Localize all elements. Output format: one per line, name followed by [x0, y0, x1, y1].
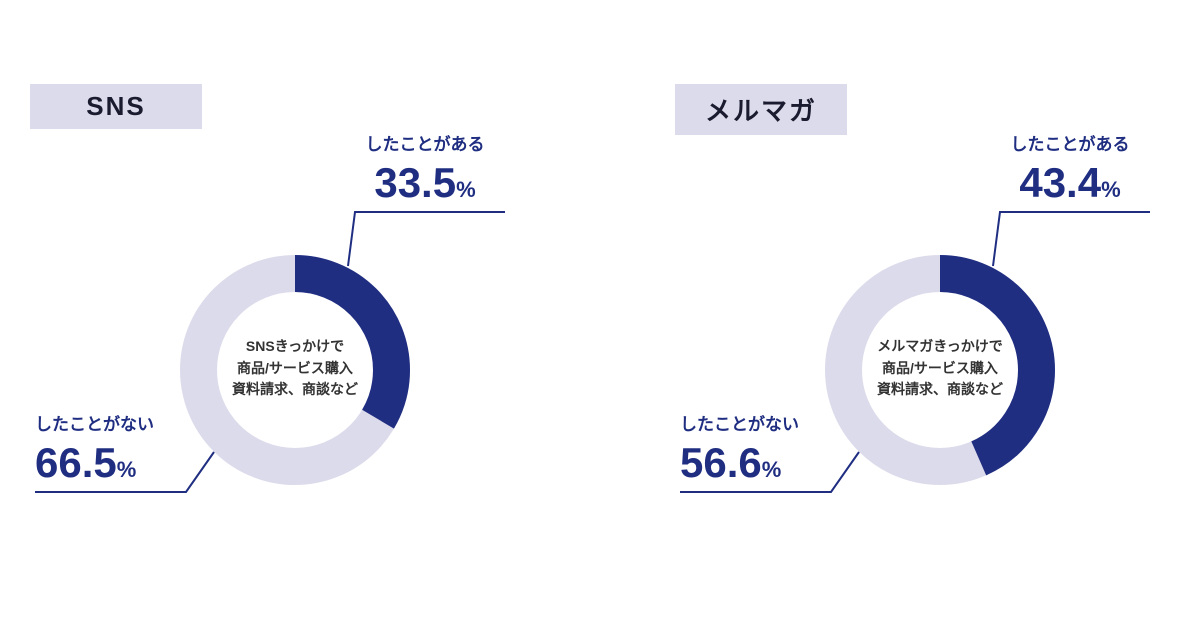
segment-value-unit: % — [116, 457, 137, 482]
chart-title: メルマガ — [704, 96, 817, 126]
center-line: 商品/サービス購入 — [237, 359, 353, 376]
chart-title-badge: メルマガ — [675, 84, 847, 135]
callout-yes: したことがある 33.5% — [340, 130, 510, 204]
chart-panel-sns: SNS したことがある 33.5% したことがない 66.5% SNSきっかけで… — [0, 0, 555, 630]
callout-yes: したことがある 43.4% — [985, 130, 1155, 204]
center-line: 資料請求、商談など — [232, 381, 358, 398]
segment-label-yes: したことがある — [365, 135, 485, 154]
segment-label-no: したことがない — [35, 415, 154, 434]
chart-title: SNS — [86, 91, 146, 121]
segment-value-number: 56.6 — [680, 439, 762, 486]
donut-center-label: SNSきっかけで 商品/サービス購入 資料請求、商談など — [210, 336, 380, 401]
segment-value-unit: % — [456, 177, 476, 202]
center-line: メルマガきっかけで — [877, 338, 1003, 354]
donut-chart — [180, 255, 410, 485]
segment-value-unit: % — [761, 457, 782, 482]
donut-segment-yes — [180, 255, 410, 485]
donut-chart — [825, 255, 1055, 485]
donut-center-label: メルマガきっかけで 商品/サービス購入 資料請求、商談など — [855, 336, 1025, 401]
donut-segment-yes — [825, 255, 1055, 485]
chart-panel-mailmagazine: メルマガ したことがある 43.4% したことがない 56.6% メルマガきっか… — [645, 0, 1200, 630]
segment-value-number: 43.4 — [1019, 159, 1102, 206]
segment-value-unit: % — [1101, 177, 1121, 202]
chart-title-badge: SNS — [30, 84, 202, 129]
center-line: SNSきっかけで — [245, 338, 345, 354]
segment-label-yes: したことがある — [1010, 135, 1130, 154]
segment-value-yes: 43.4% — [985, 162, 1155, 204]
segment-value-number: 66.5 — [35, 439, 117, 486]
center-line: 商品/サービス購入 — [882, 359, 998, 376]
segment-value-number: 33.5 — [374, 159, 457, 206]
segment-value-yes: 33.5% — [340, 162, 510, 204]
segment-label-no: したことがない — [680, 415, 799, 434]
center-line: 資料請求、商談など — [877, 381, 1003, 398]
